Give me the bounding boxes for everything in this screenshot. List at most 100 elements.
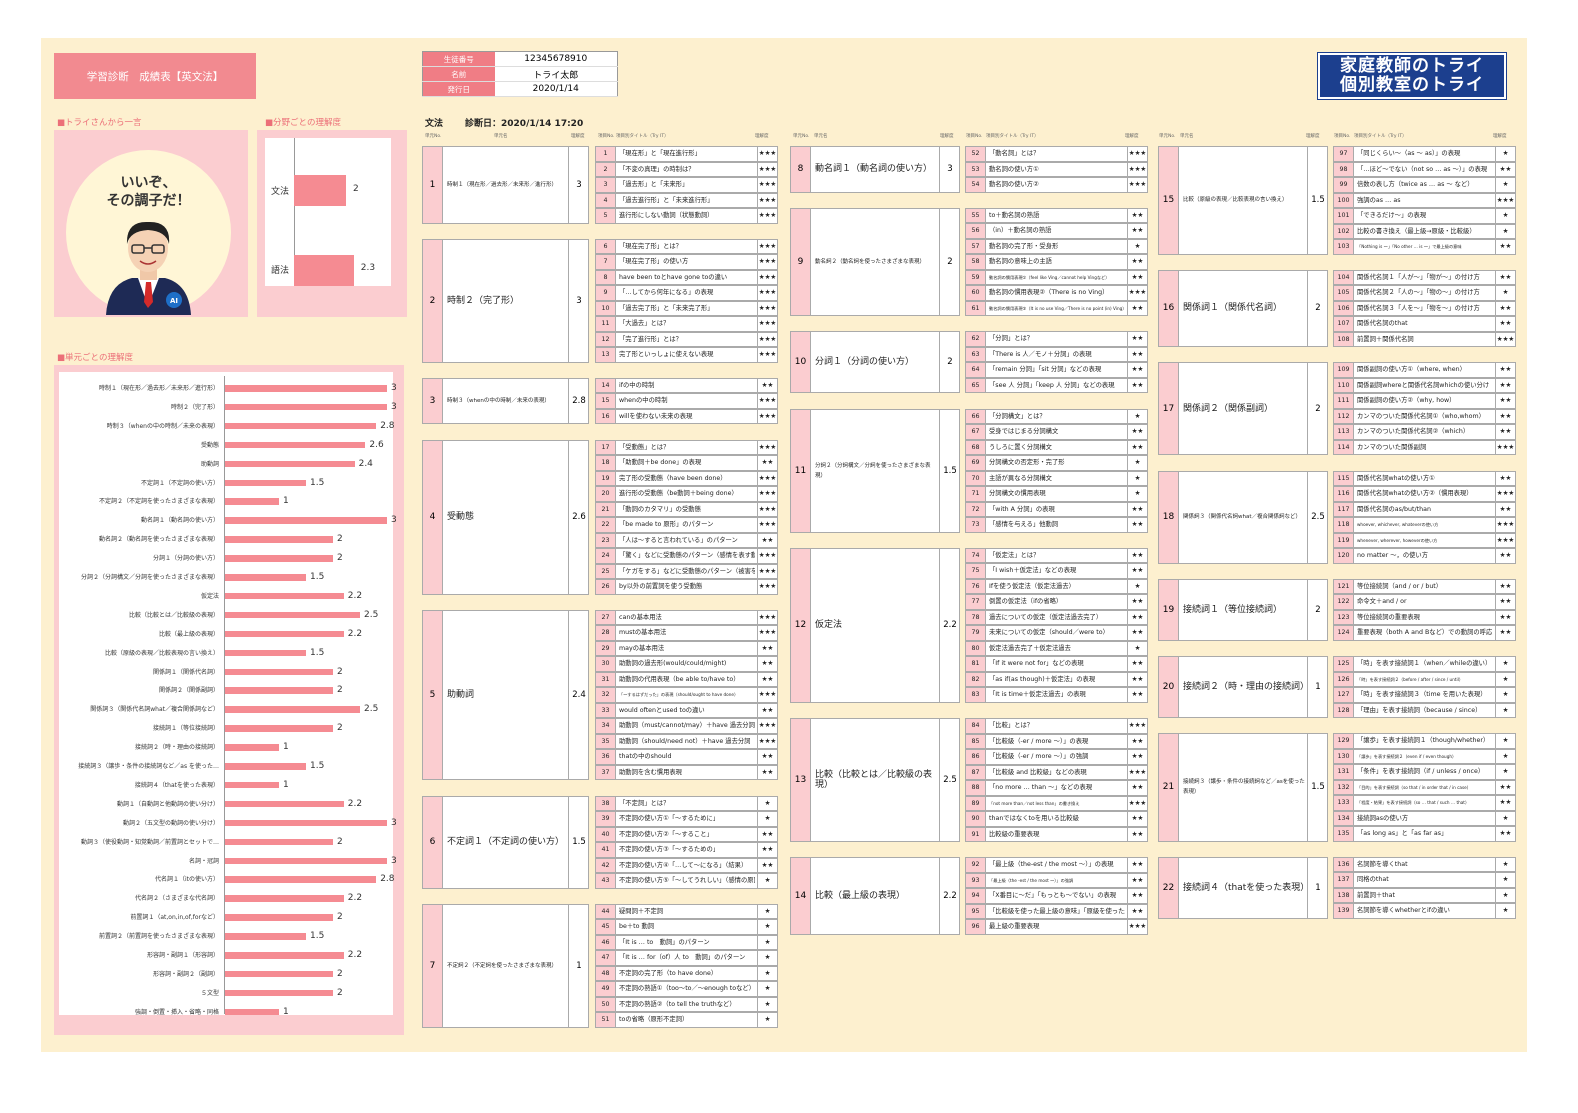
topic-stars: ★★ — [1127, 873, 1147, 888]
topic-title: 「If it were not for」などの表現 — [989, 660, 1084, 668]
topic-stars: ★★ — [757, 750, 777, 764]
topic-stars: ★★★ — [757, 734, 777, 749]
unit-chart-value: 2.6 — [369, 439, 384, 450]
topic-number: 31 — [596, 672, 616, 687]
topic-row: 44 疑問詞＋不定詞 ★ — [595, 903, 778, 920]
unit-chart-value: 2 — [337, 987, 343, 998]
unit-chart-bar — [225, 933, 306, 940]
topic-title: 動名詞の慣用表現③（It is no use Ving／There is no … — [989, 305, 1125, 311]
unit-number: 19 — [1159, 579, 1179, 640]
column-header: 単元No. — [1159, 134, 1176, 139]
unit-number: 8 — [791, 147, 811, 192]
topic-stars: ★★★ — [757, 239, 777, 254]
topic-title: 「比較級 and 比較級」などの表現 — [989, 768, 1087, 776]
topic-stars: ★★★ — [757, 440, 777, 455]
topic-title: 未来についての仮定（should／were to） — [989, 629, 1109, 637]
topic-stars: ★★★ — [757, 626, 777, 640]
topic-number: 52 — [966, 147, 986, 161]
topic-stars: ★ — [757, 920, 777, 934]
topic-title: 動名詞の完了形・受身形 — [989, 242, 1059, 250]
topic-stars: ★★★ — [1495, 193, 1515, 207]
unit-chart-label: ５文型 — [200, 989, 219, 997]
topic-stars: ★★★ — [1127, 796, 1147, 810]
topic-row: 62 「分詞」とは？ ★★ — [965, 331, 1148, 347]
unit-chart-value: 2.8 — [380, 420, 395, 431]
topic-row: 80 仮定法過去完了＋仮定法過去 ★ — [965, 640, 1148, 657]
topic-number: 64 — [966, 363, 986, 377]
topic-row: 55 to＋動名詞の熟語 ★★ — [965, 207, 1148, 224]
topic-title: 「現在形」と「現在進行形」 — [619, 150, 701, 157]
unit-score: 1.5 — [1307, 147, 1328, 254]
topic-row: 125 「時」を表す接続詞１（when／whileの違い） ★ — [1333, 656, 1516, 672]
topic-row: 13 完了形といっしょに使えない表現 ★★★ — [595, 347, 778, 363]
topic-stars: ★★★ — [757, 549, 777, 563]
units-chart-panel: 時制１（現在形／過去形／未来形／進行形） 3 時制２（完了形） 3 時制３（whenの中… — [54, 365, 404, 1035]
topic-title: 関係代名詞whatの使い方②（慣用表現） — [1357, 490, 1473, 498]
column-header: 単元No. — [793, 134, 810, 139]
topic-title: 進行形の受動態（be動詞＋being done） — [619, 490, 738, 498]
topic-stars: ★ — [1495, 765, 1515, 779]
topic-number: 8 — [596, 270, 616, 285]
unit-chart-label: 比較（比較とは／比較級の表現） — [128, 611, 219, 619]
topic-row: 14 ifの中の時制 ★★ — [595, 377, 778, 394]
topic-number: 19 — [596, 471, 616, 486]
topic-row: 139 名詞節を導くwhetherとifの違い ★ — [1333, 903, 1516, 919]
topic-stars: ★ — [1495, 857, 1515, 872]
unit-number: 2 — [423, 239, 443, 362]
topic-title: 動名詞の慣用表現②（There is no Ving） — [989, 289, 1109, 297]
topic-stars: ★★★ — [1127, 162, 1147, 176]
topic-number: 16 — [596, 409, 616, 424]
topic-row: 79 未来についての仮定（should／were to） ★★ — [965, 625, 1148, 641]
unit-chart-value: 1.5 — [310, 647, 325, 658]
topic-title: 動名詞の使い方① — [989, 165, 1039, 173]
topic-stars: ★ — [1127, 409, 1147, 424]
topic-title: 分詞構文の慣用表現 — [989, 490, 1046, 498]
topic-stars: ★★ — [1127, 672, 1147, 687]
topic-number: 115 — [1334, 471, 1354, 486]
topic-stars: ★ — [757, 812, 777, 826]
unit-card: 10 分詞１（分詞の使い方） 2 — [790, 331, 960, 394]
topic-row: 112 カンマのついた関係代名詞①（who,whom） ★★ — [1333, 408, 1516, 425]
topic-number: 62 — [966, 332, 986, 346]
topic-row: 72 「with A 分詞」の表現 ★★ — [965, 501, 1148, 518]
topic-stars: ★★ — [1495, 363, 1515, 377]
topic-title: 名詞節を導くthat — [1357, 860, 1408, 868]
topic-row: 135 「as long as」と「as far as」 ★★ — [1333, 826, 1516, 842]
unit-chart-bar — [225, 687, 333, 694]
unit-chart-label: 不定詞１（不定詞の使い方） — [140, 479, 219, 487]
topic-title: 「感情を与える」他動詞 — [989, 521, 1059, 529]
topic-number: 48 — [596, 966, 616, 981]
topic-row: 106 関係代名詞３「人を～」「物を～」の付け方 ★★ — [1333, 300, 1516, 317]
topic-row: 108 前置詞＋関係代名詞 ★★★ — [1333, 331, 1516, 348]
unit-chart-label: 動名詞２（動名詞を使ったさまざまな表現） — [98, 536, 219, 544]
topic-number: 85 — [966, 734, 986, 748]
unit-number: 21 — [1159, 734, 1179, 841]
topic-stars: ★★★ — [757, 332, 777, 347]
unit-score: 2 — [1307, 270, 1328, 347]
topic-stars: ★★★ — [1495, 332, 1515, 347]
topic-title: 「X番目に～だ」「もっとも～でない」の表現 — [989, 892, 1117, 900]
topic-row: 91 比較級の重要表現 ★★ — [965, 826, 1148, 842]
unit-chart-value: 1.5 — [310, 572, 325, 582]
unit-card: 13 比較（比較とは／比較級の表現） 2.5 — [790, 718, 960, 842]
topic-number: 7 — [596, 255, 616, 269]
student-name: トライ太郎 — [494, 66, 618, 82]
topic-stars: ★ — [757, 951, 777, 965]
topic-stars: ★★★ — [757, 688, 777, 702]
topic-stars: ★★★ — [1495, 440, 1515, 455]
topic-title: 「時」を表す接続詞２（before / after / since / unti… — [1357, 676, 1464, 682]
topic-row: 24 「驚く」などに受動態のパターン（感情を表す動詞） ★★★ — [595, 548, 778, 564]
unit-chart-bar — [225, 592, 344, 600]
topic-title: Ifを使う仮定法（仮定法過去） — [989, 582, 1075, 590]
unit-score: 2.2 — [939, 548, 960, 702]
topic-row: 116 関係代名詞whatの使い方②（慣用表現） ★★★ — [1333, 486, 1516, 502]
unit-name: 比較（最上級の表現） — [815, 890, 906, 901]
topic-title: 「with A 分詞」の表現 — [989, 505, 1055, 513]
unit-card: 12 仮定法 2.2 — [790, 547, 960, 703]
topic-title: 「助動詞＋be done」の表現 — [619, 459, 702, 467]
unit-number: 18 — [1159, 471, 1179, 563]
unit-chart-label: 比較（原級の表現／比較表現の言い換え） — [104, 649, 219, 657]
units-chart-heading: ■単元ごとの理解度 — [57, 353, 133, 363]
topic-row: 61 動名詞の慣用表現③（It is no use Ving／There is n… — [965, 300, 1148, 317]
topic-title: 「過去完了形」と「未来完了形」 — [619, 304, 714, 312]
